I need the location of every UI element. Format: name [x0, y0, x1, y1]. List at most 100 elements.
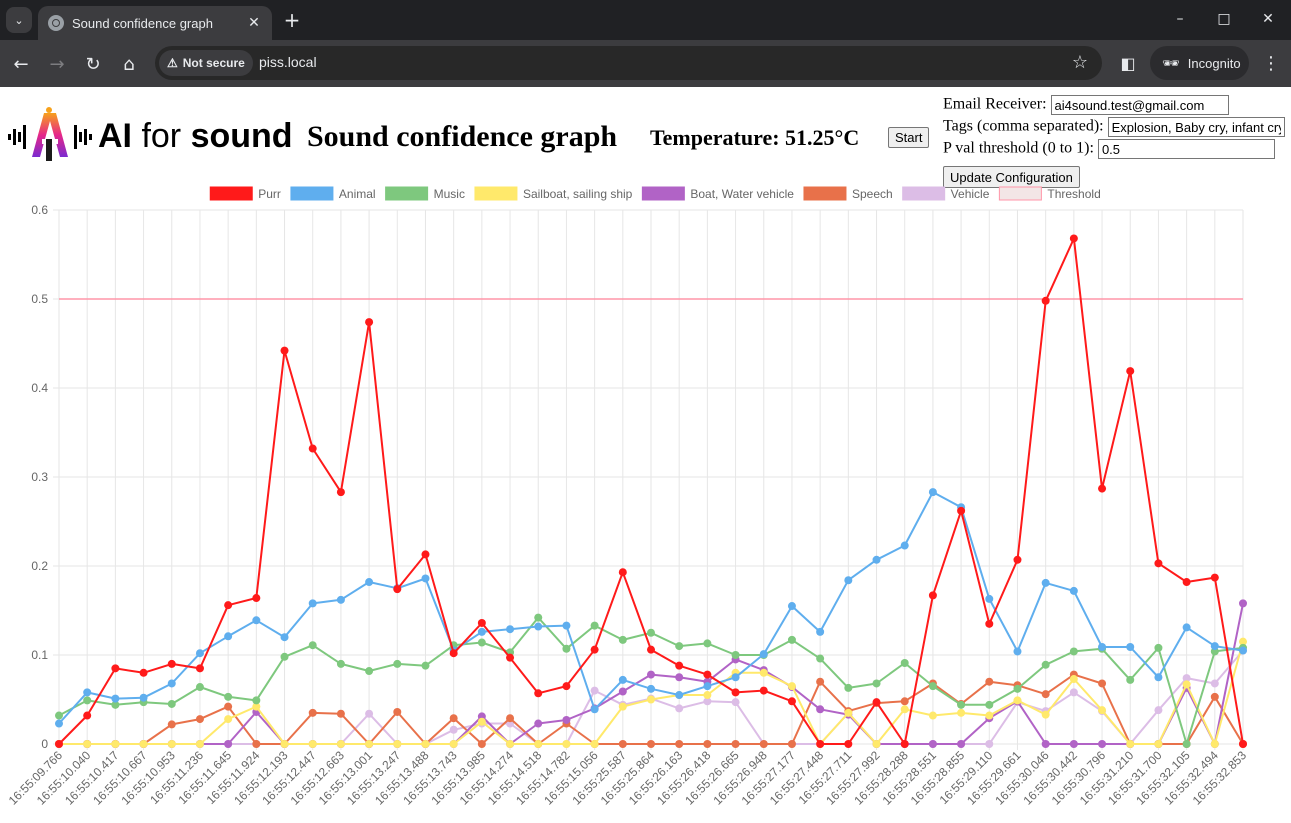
- data-point[interactable]: [985, 711, 994, 720]
- data-point[interactable]: [1013, 696, 1022, 705]
- data-point[interactable]: [111, 694, 120, 703]
- data-point[interactable]: [618, 702, 627, 711]
- data-point[interactable]: [703, 691, 712, 700]
- data-point[interactable]: [731, 651, 740, 659]
- data-point[interactable]: [1239, 637, 1247, 646]
- data-point[interactable]: [703, 639, 712, 648]
- data-point[interactable]: [336, 595, 345, 604]
- data-point[interactable]: [731, 698, 740, 707]
- data-point[interactable]: [83, 688, 92, 697]
- data-point[interactable]: [139, 668, 148, 677]
- data-point[interactable]: [562, 682, 571, 691]
- data-point[interactable]: [167, 740, 176, 748]
- data-point[interactable]: [872, 740, 881, 748]
- data-point[interactable]: [957, 708, 966, 717]
- data-point[interactable]: [900, 697, 909, 706]
- data-point[interactable]: [1154, 740, 1163, 748]
- data-point[interactable]: [365, 318, 374, 327]
- data-point[interactable]: [816, 627, 825, 636]
- data-point[interactable]: [1041, 740, 1050, 748]
- minimize-icon[interactable]: –: [1176, 11, 1184, 27]
- data-point[interactable]: [618, 687, 627, 696]
- data-point[interactable]: [618, 635, 627, 644]
- data-point[interactable]: [477, 717, 486, 726]
- data-point[interactable]: [985, 619, 994, 628]
- data-point[interactable]: [449, 740, 458, 748]
- forward-arrow-icon[interactable]: →: [49, 53, 65, 75]
- data-point[interactable]: [928, 488, 937, 497]
- data-point[interactable]: [1126, 367, 1135, 376]
- data-point[interactable]: [1041, 296, 1050, 305]
- data-point[interactable]: [506, 740, 515, 748]
- data-point[interactable]: [957, 700, 966, 709]
- data-point[interactable]: [393, 659, 402, 668]
- data-point[interactable]: [252, 740, 261, 748]
- data-point[interactable]: [139, 693, 148, 702]
- data-point[interactable]: [928, 591, 937, 600]
- data-point[interactable]: [562, 644, 571, 653]
- data-point[interactable]: [1239, 646, 1247, 655]
- data-point[interactable]: [1126, 642, 1135, 651]
- data-point[interactable]: [252, 616, 261, 625]
- data-point[interactable]: [900, 705, 909, 714]
- data-point[interactable]: [195, 664, 204, 673]
- data-point[interactable]: [1210, 642, 1219, 651]
- data-point[interactable]: [1069, 675, 1078, 684]
- data-point[interactable]: [816, 677, 825, 686]
- data-point[interactable]: [900, 541, 909, 550]
- data-point[interactable]: [449, 649, 458, 658]
- data-point[interactable]: [1154, 706, 1163, 715]
- data-point[interactable]: [252, 702, 261, 711]
- reload-icon[interactable]: ↻: [85, 53, 101, 75]
- data-point[interactable]: [647, 628, 655, 637]
- data-point[interactable]: [83, 711, 92, 720]
- data-point[interactable]: [618, 568, 627, 577]
- data-point[interactable]: [1069, 740, 1078, 748]
- data-point[interactable]: [590, 705, 599, 714]
- data-point[interactable]: [55, 711, 63, 720]
- legend-item[interactable]: Animal: [290, 186, 376, 201]
- bookmark-star-icon[interactable]: ☆: [1071, 52, 1088, 73]
- data-point[interactable]: [55, 719, 63, 728]
- data-point[interactable]: [1154, 559, 1163, 568]
- data-point[interactable]: [1182, 578, 1191, 587]
- data-point[interactable]: [506, 653, 515, 662]
- data-point[interactable]: [1182, 674, 1191, 683]
- data-point[interactable]: [534, 689, 543, 698]
- data-point[interactable]: [816, 740, 825, 748]
- data-point[interactable]: [308, 708, 317, 717]
- data-point[interactable]: [421, 661, 430, 670]
- data-point[interactable]: [928, 711, 937, 720]
- data-point[interactable]: [1013, 684, 1022, 693]
- data-point[interactable]: [1098, 679, 1107, 688]
- data-point[interactable]: [647, 695, 655, 704]
- data-point[interactable]: [1069, 586, 1078, 595]
- data-point[interactable]: [759, 668, 768, 677]
- data-point[interactable]: [759, 740, 768, 748]
- start-button[interactable]: Start: [888, 127, 930, 148]
- data-point[interactable]: [336, 488, 345, 497]
- data-point[interactable]: [1069, 688, 1078, 697]
- data-point[interactable]: [393, 707, 402, 716]
- data-point[interactable]: [590, 621, 599, 630]
- data-point[interactable]: [195, 740, 204, 748]
- legend-item[interactable]: Speech: [803, 186, 893, 201]
- data-point[interactable]: [703, 670, 712, 679]
- data-point[interactable]: [675, 661, 684, 670]
- data-point[interactable]: [985, 700, 994, 709]
- data-point[interactable]: [562, 715, 571, 724]
- data-point[interactable]: [308, 641, 317, 650]
- security-chip[interactable]: ⚠ Not secure: [159, 50, 253, 76]
- data-point[interactable]: [1098, 740, 1107, 748]
- data-point[interactable]: [1041, 690, 1050, 699]
- data-point[interactable]: [224, 740, 233, 748]
- data-point[interactable]: [393, 740, 402, 748]
- data-point[interactable]: [167, 720, 176, 729]
- data-point[interactable]: [1182, 623, 1191, 632]
- data-point[interactable]: [1239, 740, 1247, 748]
- data-point[interactable]: [787, 682, 796, 691]
- data-point[interactable]: [1041, 660, 1050, 669]
- data-point[interactable]: [647, 645, 655, 654]
- data-point[interactable]: [675, 642, 684, 651]
- data-point[interactable]: [111, 664, 120, 673]
